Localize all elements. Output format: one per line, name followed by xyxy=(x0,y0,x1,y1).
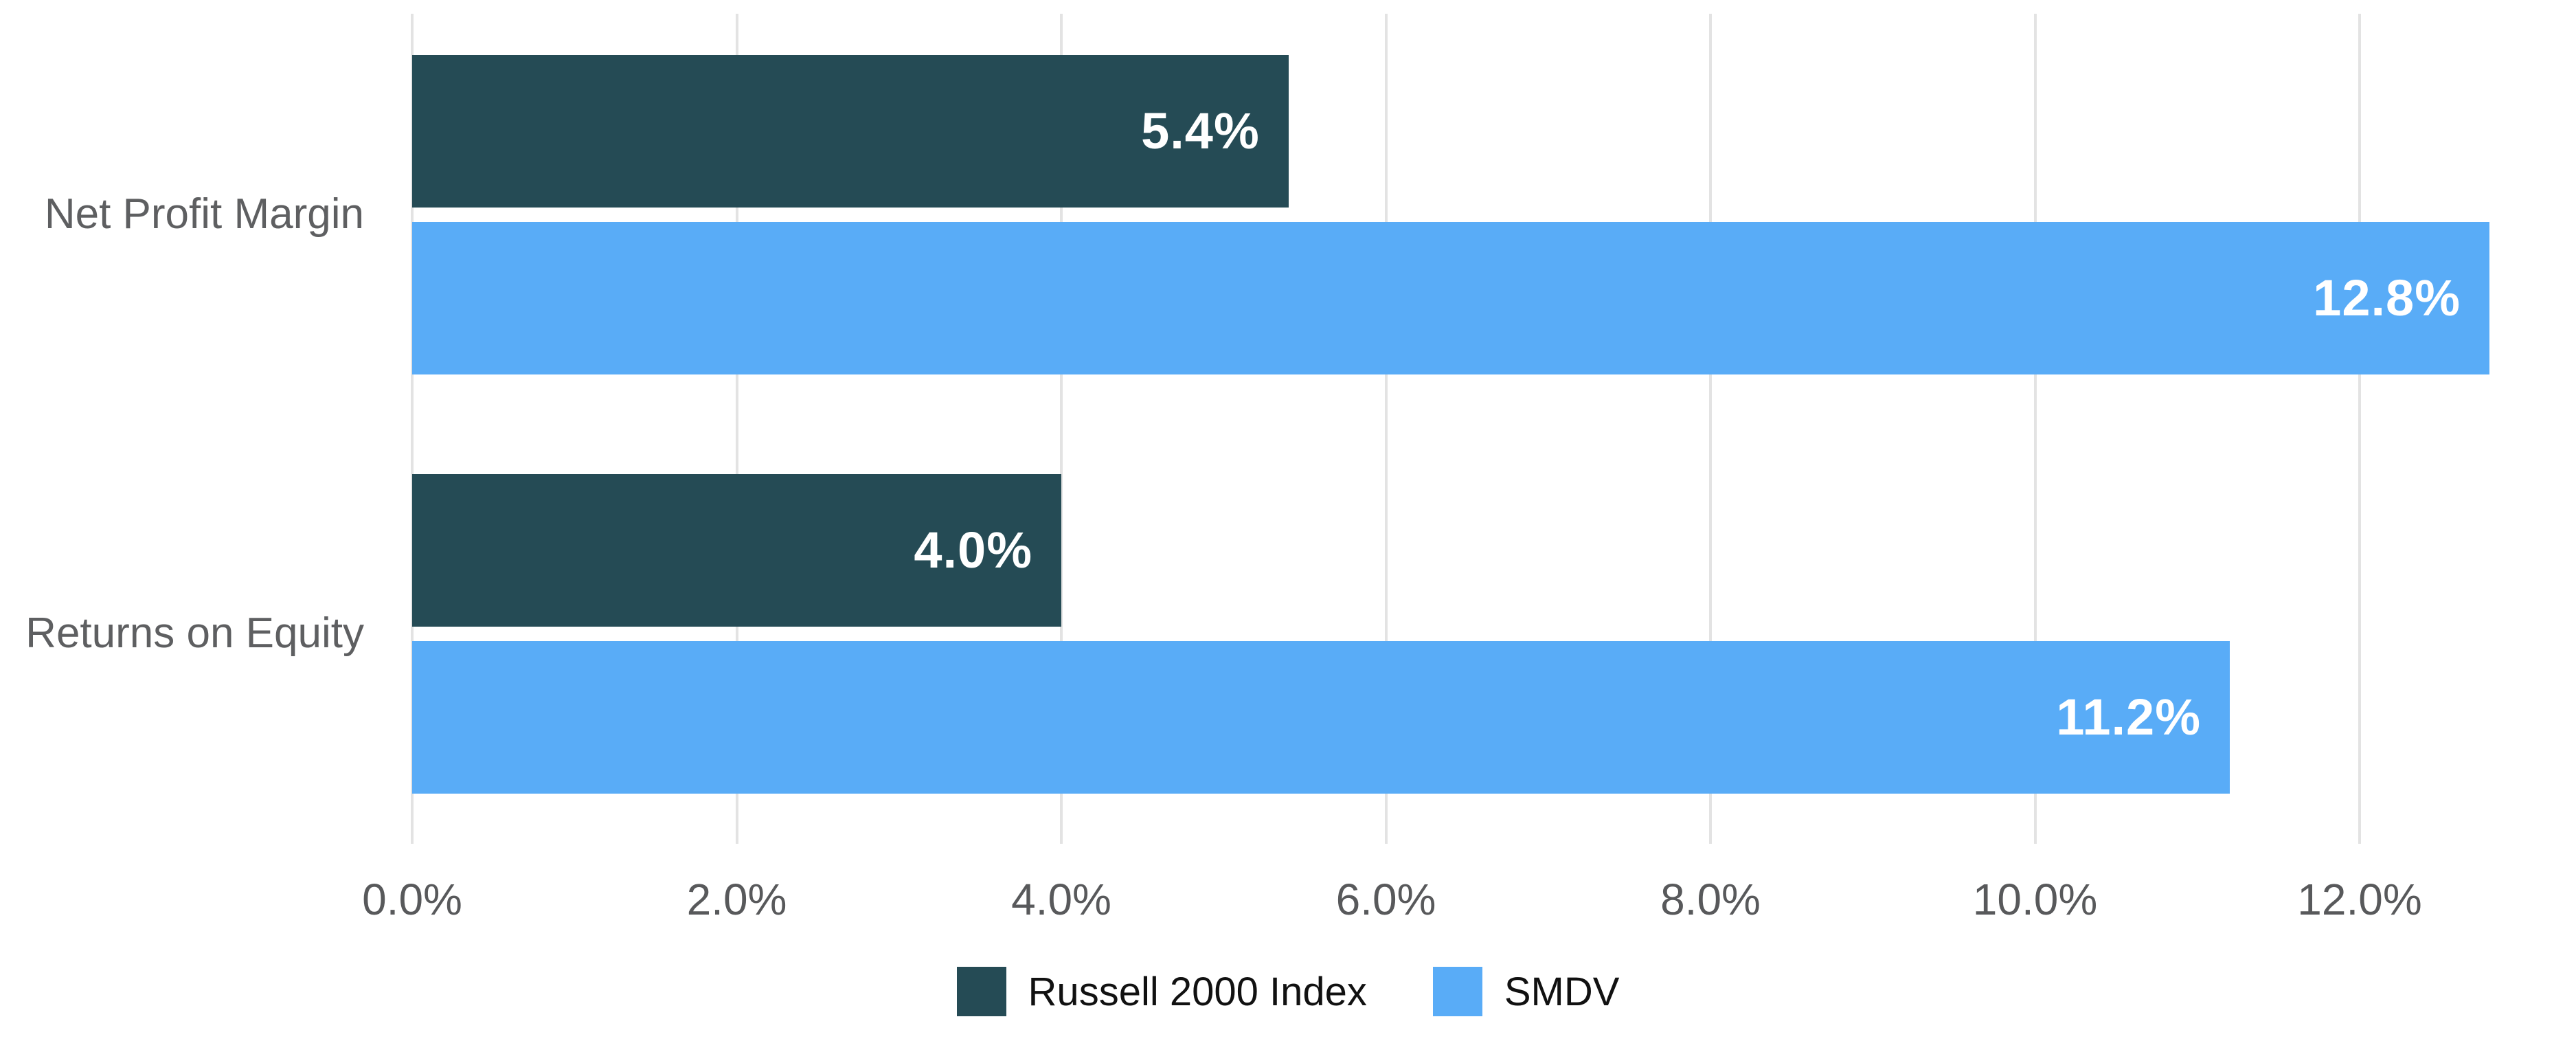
plot-area: 5.4% 4.0% 12.8% 11.2% xyxy=(411,14,2489,844)
gridline-2-0 xyxy=(735,14,738,844)
category-label-net-profit-margin: Net Profit Margin xyxy=(44,190,364,238)
bar-value-label: 4.0% xyxy=(914,522,1032,579)
x-tick-label-10-0: 10.0% xyxy=(1972,875,2098,924)
x-tick-label-12-0: 12.0% xyxy=(2297,875,2422,924)
legend-label: SMDV xyxy=(1504,969,1620,1014)
gridline-0-0 xyxy=(411,14,414,844)
gridline-12-0 xyxy=(2358,14,2361,844)
bar-value-label: 12.8% xyxy=(2313,269,2461,326)
legend-item-russell-2000-index: Russell 2000 Index xyxy=(956,967,1367,1016)
x-tick-label-6-0: 6.0% xyxy=(1335,875,1436,924)
x-tick-label-8-0: 8.0% xyxy=(1660,875,1761,924)
bar-value-label: 11.2% xyxy=(2056,689,2201,746)
legend-item-smdv: SMDV xyxy=(1432,967,1620,1016)
bar-smdv-net-profit-margin: 12.8% xyxy=(412,221,2489,374)
legend: Russell 2000 Index SMDV xyxy=(0,961,2576,1022)
x-tick-label-4-0: 4.0% xyxy=(1011,875,1111,924)
gridline-6-0 xyxy=(1384,14,1388,844)
legend-swatch-smdv xyxy=(1432,967,1482,1016)
bar-value-label: 5.4% xyxy=(1141,102,1260,159)
gridline-8-0 xyxy=(1709,14,1712,844)
legend-label: Russell 2000 Index xyxy=(1028,969,1367,1014)
legend-swatch-russell-2000-index xyxy=(956,967,1006,1016)
gridline-4-0 xyxy=(1060,14,1063,844)
bar-smdv-returns-on-equity: 11.2% xyxy=(412,640,2230,794)
bar-russell-2000-index-net-profit-margin: 5.4% xyxy=(412,54,1289,208)
category-label-returns-on-equity: Returns on Equity xyxy=(25,609,364,657)
gridline-10-0 xyxy=(2033,14,2037,844)
bar-russell-2000-index-returns-on-equity: 4.0% xyxy=(412,473,1061,627)
x-tick-label-2-0: 2.0% xyxy=(686,875,787,924)
x-tick-label-0-0: 0.0% xyxy=(362,875,462,924)
